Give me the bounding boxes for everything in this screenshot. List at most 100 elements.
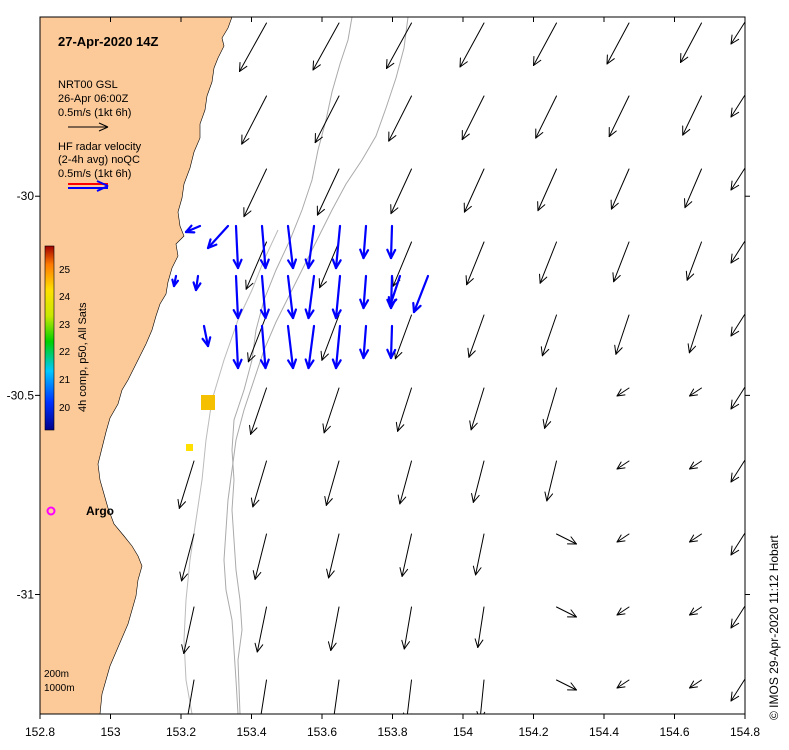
model-arrow xyxy=(730,386,745,410)
model-arrow xyxy=(616,533,630,543)
x-tick-label: 154.4 xyxy=(589,725,619,739)
y-tick-label: -31 xyxy=(17,588,35,602)
model-arrow xyxy=(316,168,340,216)
model-arrow xyxy=(730,167,745,191)
model-arrow xyxy=(730,459,745,483)
credit-text: © IMOS 29-Apr-2020 11:12 Hobart xyxy=(767,535,781,720)
model-arrow xyxy=(756,96,774,134)
map-title: 27-Apr-2020 14Z xyxy=(58,34,158,49)
model-arrow xyxy=(616,606,630,616)
model-arrow xyxy=(556,679,577,691)
colorbar-tick: 20 xyxy=(59,403,71,414)
model-arrow xyxy=(533,22,557,66)
model-arrow xyxy=(680,22,702,63)
model-arrow xyxy=(187,679,195,714)
model-arrow xyxy=(556,533,577,545)
model-arrow xyxy=(239,22,267,72)
model-arrow xyxy=(260,679,267,714)
model-arrow xyxy=(730,94,745,118)
radar-arrow xyxy=(387,274,402,308)
model-arrow xyxy=(689,606,702,616)
model-arrow xyxy=(684,168,702,209)
model-arrow xyxy=(471,460,485,503)
model-arrow xyxy=(689,460,702,470)
model-arrow xyxy=(249,387,267,435)
model-arrow xyxy=(243,168,267,218)
argo-label: Argo xyxy=(86,504,114,518)
legend-model-title: NRT00 GSL xyxy=(58,79,118,91)
model-arrow xyxy=(544,460,557,502)
x-axis: 152.8 153 153.2 153.4 153.6 153.8 154 154.2 154.… xyxy=(25,17,760,739)
colorbar: 25 24 23 22 21 20 4h comp, p50, All Sats xyxy=(44,245,89,431)
model-arrow xyxy=(762,388,774,396)
x-tick-label: 154 xyxy=(453,725,473,739)
model-arrow xyxy=(250,460,267,508)
model-arrow xyxy=(762,461,774,469)
y-axis: -30 -30.5 -31 xyxy=(7,189,750,602)
model-arrow xyxy=(760,242,774,279)
colorbar-tick: 24 xyxy=(59,292,71,303)
model-arrow xyxy=(386,22,412,69)
model-arrow xyxy=(730,313,745,337)
model-arrow xyxy=(467,314,485,358)
model-arrow xyxy=(312,22,340,71)
model-current-arrows xyxy=(177,21,774,714)
model-arrow xyxy=(327,606,340,651)
radar-arrow xyxy=(232,274,243,320)
model-arrow xyxy=(730,532,745,556)
model-arrow xyxy=(324,460,340,506)
radar-arrow xyxy=(412,274,430,314)
radar-arrow xyxy=(286,324,298,370)
legend-model-arrow xyxy=(68,122,109,132)
y-tick-label: -30.5 xyxy=(7,388,35,402)
colorbar-tick: 25 xyxy=(59,265,71,276)
model-arrow xyxy=(754,23,774,61)
radar-arrow xyxy=(259,324,270,370)
colorbar-tick: 21 xyxy=(59,375,71,386)
isobath-inner xyxy=(183,229,279,714)
colorbar-tick: 23 xyxy=(59,320,71,331)
radar-arrow xyxy=(232,324,243,370)
radar-current-arrows xyxy=(171,224,430,370)
x-tick-label: 153.8 xyxy=(377,725,407,739)
legend-radar-title: HF radar velocity xyxy=(58,141,142,153)
model-arrow xyxy=(326,533,340,579)
model-arrow xyxy=(397,460,412,505)
radar-arrow xyxy=(206,224,230,250)
radar-arrow xyxy=(259,274,270,320)
model-arrow xyxy=(758,169,774,206)
model-arrow xyxy=(395,387,412,432)
legend-radar-arrow xyxy=(68,180,109,192)
radar-arrow xyxy=(331,274,342,320)
model-arrow xyxy=(241,95,267,145)
model-arrow xyxy=(181,606,195,654)
model-arrow xyxy=(318,241,340,289)
x-tick-label: 153.2 xyxy=(166,725,196,739)
model-arrow xyxy=(762,315,774,351)
radar-arrow xyxy=(286,224,298,270)
model-arrow xyxy=(399,533,412,577)
model-arrow xyxy=(606,22,630,65)
model-arrow xyxy=(388,95,412,142)
model-arrow xyxy=(610,168,630,210)
radar-arrow xyxy=(201,324,212,348)
legend-radar-scale: 0.5m/s (1kt 6h) xyxy=(58,168,131,180)
model-arrow xyxy=(730,21,745,45)
sst-patch-large xyxy=(201,395,215,410)
model-arrow xyxy=(322,387,340,434)
radar-arrow xyxy=(386,224,397,260)
model-arrow xyxy=(403,679,412,714)
radar-arrow xyxy=(304,224,316,270)
model-arrow xyxy=(556,606,577,618)
model-arrow xyxy=(465,241,485,286)
model-arrow xyxy=(535,95,557,139)
model-arrow xyxy=(542,387,557,429)
y-tick-label: -30 xyxy=(17,189,35,203)
radar-arrow xyxy=(304,324,316,370)
model-arrow xyxy=(254,606,267,653)
model-arrow xyxy=(539,241,557,284)
model-arrow xyxy=(730,605,745,629)
model-arrow xyxy=(616,679,630,689)
model-arrow xyxy=(252,533,267,580)
